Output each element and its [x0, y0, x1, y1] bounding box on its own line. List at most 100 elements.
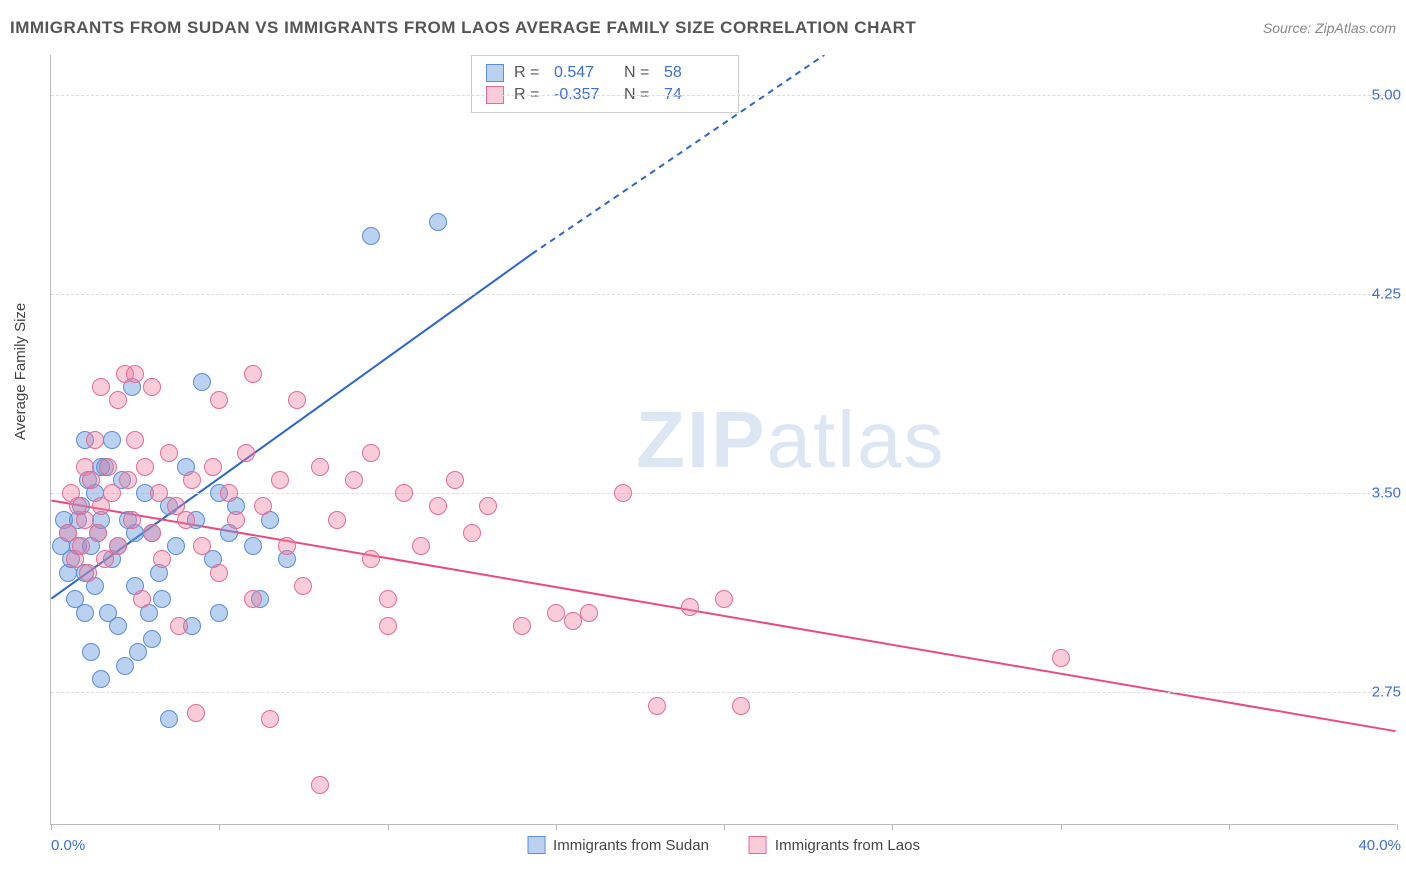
scatter-point — [153, 550, 171, 568]
scatter-point — [103, 484, 121, 502]
x-tick — [1229, 824, 1230, 830]
scatter-point — [463, 524, 481, 542]
scatter-point — [183, 471, 201, 489]
scatter-point — [123, 511, 141, 529]
scatter-point — [429, 497, 447, 515]
x-tick — [724, 824, 725, 830]
scatter-point — [133, 590, 151, 608]
scatter-point — [244, 365, 262, 383]
scatter-point — [271, 471, 289, 489]
stats-row: R = 0.547 N = 58 — [486, 62, 724, 84]
legend-swatch — [749, 836, 767, 854]
scatter-point — [379, 590, 397, 608]
scatter-point — [210, 604, 228, 622]
scatter-point — [150, 484, 168, 502]
scatter-point — [153, 590, 171, 608]
y-axis-label: Average Family Size — [12, 303, 29, 440]
scatter-point — [72, 537, 90, 555]
scatter-point — [362, 227, 380, 245]
scatter-point — [109, 537, 127, 555]
regression-line — [51, 500, 1395, 731]
gridline-h — [51, 692, 1396, 693]
scatter-point — [193, 537, 211, 555]
scatter-point — [254, 497, 272, 515]
scatter-point — [564, 612, 582, 630]
y-tick-label: 5.00 — [1351, 86, 1401, 103]
scatter-point — [1052, 649, 1070, 667]
scatter-point — [136, 458, 154, 476]
scatter-point — [82, 471, 100, 489]
scatter-point — [126, 365, 144, 383]
scatter-point — [395, 484, 413, 502]
scatter-point — [143, 378, 161, 396]
source-label: Source: ZipAtlas.com — [1263, 20, 1396, 36]
scatter-point — [227, 511, 245, 529]
y-tick-label: 2.75 — [1351, 684, 1401, 701]
scatter-point — [479, 497, 497, 515]
scatter-point — [412, 537, 430, 555]
scatter-point — [362, 550, 380, 568]
x-axis-min-label: 0.0% — [51, 837, 85, 854]
scatter-point — [311, 776, 329, 794]
scatter-point — [76, 604, 94, 622]
scatter-point — [99, 458, 117, 476]
gridline-h — [51, 294, 1396, 295]
scatter-point — [177, 511, 195, 529]
legend-item: Immigrants from Sudan — [527, 836, 709, 854]
legend-label: Immigrants from Sudan — [553, 837, 709, 854]
stats-legend-box: R =0.547N =58R =-0.357N =74 — [471, 55, 739, 113]
legend-label: Immigrants from Laos — [775, 837, 920, 854]
scatter-point — [109, 391, 127, 409]
scatter-point — [160, 444, 178, 462]
watermark-bold: ZIP — [636, 395, 766, 484]
stats-swatch — [486, 64, 504, 82]
scatter-point — [294, 577, 312, 595]
x-tick — [1061, 824, 1062, 830]
x-tick — [51, 824, 52, 830]
scatter-point — [244, 590, 262, 608]
x-tick — [388, 824, 389, 830]
plot-area: ZIPatlas R =0.547N =58R =-0.357N =74 0.0… — [50, 55, 1396, 825]
scatter-point — [580, 604, 598, 622]
scatter-point — [732, 697, 750, 715]
scatter-point — [278, 537, 296, 555]
scatter-point — [210, 391, 228, 409]
scatter-point — [143, 630, 161, 648]
y-tick-label: 3.50 — [1351, 485, 1401, 502]
scatter-point — [116, 657, 134, 675]
scatter-point — [129, 643, 147, 661]
legend-bottom: Immigrants from Sudan Immigrants from Lao… — [527, 836, 920, 854]
scatter-point — [379, 617, 397, 635]
scatter-point — [92, 670, 110, 688]
stats-n-label: N = — [624, 64, 654, 82]
scatter-point — [513, 617, 531, 635]
scatter-point — [547, 604, 565, 622]
stats-n-value: 58 — [664, 64, 724, 82]
stats-r-label: R = — [514, 64, 544, 82]
watermark: ZIPatlas — [636, 394, 945, 486]
scatter-point — [160, 710, 178, 728]
scatter-point — [86, 431, 104, 449]
title-bar: IMMIGRANTS FROM SUDAN VS IMMIGRANTS FROM… — [10, 18, 1396, 38]
scatter-point — [79, 564, 97, 582]
scatter-point — [681, 598, 699, 616]
stats-r-value: 0.547 — [554, 64, 614, 82]
x-tick — [219, 824, 220, 830]
x-tick — [556, 824, 557, 830]
scatter-point — [119, 471, 137, 489]
scatter-point — [92, 378, 110, 396]
scatter-point — [362, 444, 380, 462]
scatter-point — [288, 391, 306, 409]
regression-lines-layer — [51, 55, 1396, 824]
x-tick — [1397, 824, 1398, 830]
scatter-point — [96, 550, 114, 568]
scatter-point — [311, 458, 329, 476]
chart-title: IMMIGRANTS FROM SUDAN VS IMMIGRANTS FROM… — [10, 18, 916, 38]
x-axis-max-label: 40.0% — [1358, 837, 1401, 854]
scatter-point — [715, 590, 733, 608]
legend-item: Immigrants from Laos — [749, 836, 920, 854]
scatter-point — [261, 710, 279, 728]
y-tick-label: 4.25 — [1351, 285, 1401, 302]
scatter-point — [648, 697, 666, 715]
scatter-point — [328, 511, 346, 529]
